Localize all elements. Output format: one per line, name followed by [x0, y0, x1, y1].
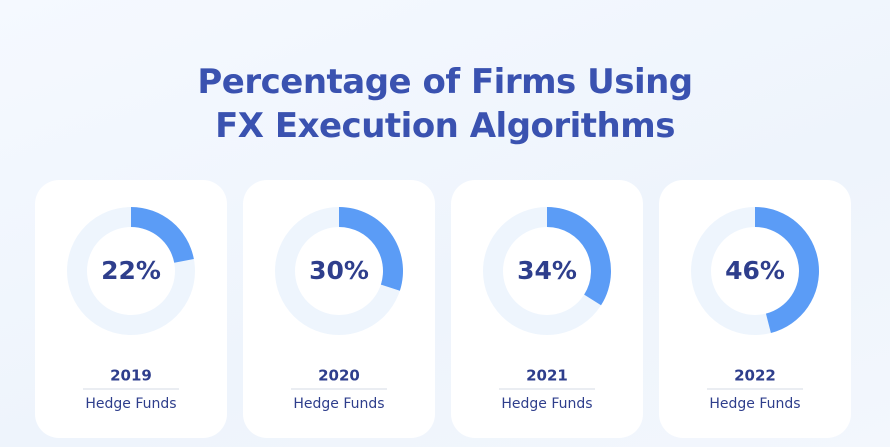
series-label: Hedge Funds: [501, 396, 592, 412]
value-label: 22%: [101, 256, 161, 285]
donut-arc: [339, 207, 403, 291]
year-label: 2021: [526, 367, 568, 385]
value-label: 34%: [517, 256, 577, 285]
year-label: 2019: [110, 367, 152, 385]
year-label: 2022: [734, 367, 776, 385]
chart-title: Percentage of Firms Using FX Execution A…: [197, 62, 693, 146]
year-label: 2020: [318, 367, 360, 385]
series-label: Hedge Funds: [293, 396, 384, 412]
donut-arc: [755, 207, 820, 333]
series-label: Hedge Funds: [85, 396, 176, 412]
value-label: 46%: [725, 256, 785, 285]
donut-arc: [547, 207, 611, 306]
series-label: Hedge Funds: [709, 396, 800, 412]
value-label: 30%: [309, 256, 369, 285]
donut-arc: [131, 207, 194, 263]
